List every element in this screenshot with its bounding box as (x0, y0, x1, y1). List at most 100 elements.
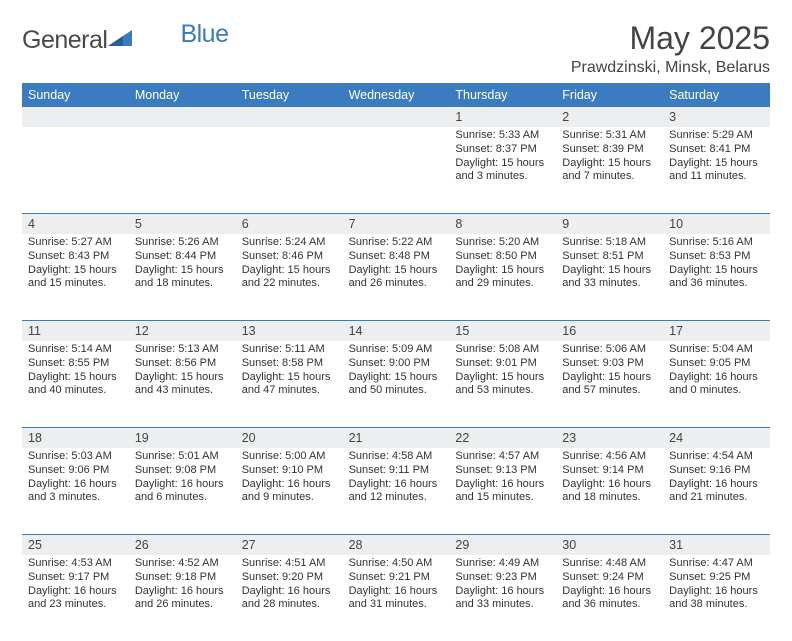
day-cell-body: Sunrise: 5:24 AMSunset: 8:46 PMDaylight:… (236, 234, 343, 295)
day-cell: Sunrise: 5:26 AMSunset: 8:44 PMDaylight:… (129, 234, 236, 320)
day-number: 14 (343, 321, 450, 341)
daylight-text: Daylight: 16 hours (669, 478, 764, 492)
day-cell-body: Sunrise: 5:31 AMSunset: 8:39 PMDaylight:… (556, 127, 663, 188)
daylight-text: Daylight: 15 hours (135, 264, 230, 278)
day-cell-body: Sunrise: 4:49 AMSunset: 9:23 PMDaylight:… (449, 555, 556, 616)
daylight-text: Daylight: 15 hours (562, 371, 657, 385)
sunrise-text: Sunrise: 5:18 AM (562, 236, 657, 250)
day-number: 16 (556, 321, 663, 341)
day-cell: Sunrise: 5:22 AMSunset: 8:48 PMDaylight:… (343, 234, 450, 320)
dow-saturday: Saturday (663, 83, 770, 107)
daylight-text: and 53 minutes. (455, 384, 550, 398)
daylight-text: and 50 minutes. (349, 384, 444, 398)
day-cell-body: Sunrise: 5:01 AMSunset: 9:08 PMDaylight:… (129, 448, 236, 509)
day-number: 4 (22, 214, 129, 234)
daylight-text: and 36 minutes. (562, 598, 657, 612)
week-row: Sunrise: 5:14 AMSunset: 8:55 PMDaylight:… (22, 341, 770, 428)
logo-triangle-icon (108, 28, 132, 53)
sunset-text: Sunset: 9:05 PM (669, 357, 764, 371)
dow-tuesday: Tuesday (236, 83, 343, 107)
sunrise-text: Sunrise: 5:16 AM (669, 236, 764, 250)
day-cell-body: Sunrise: 4:54 AMSunset: 9:16 PMDaylight:… (663, 448, 770, 509)
sunset-text: Sunset: 9:20 PM (242, 571, 337, 585)
day-number: 5 (129, 214, 236, 234)
day-number: 30 (556, 535, 663, 555)
day-cell-body: Sunrise: 5:06 AMSunset: 9:03 PMDaylight:… (556, 341, 663, 402)
daylight-text: Daylight: 16 hours (669, 371, 764, 385)
sunset-text: Sunset: 8:51 PM (562, 250, 657, 264)
day-number (22, 107, 129, 127)
daylight-text: and 31 minutes. (349, 598, 444, 612)
sunrise-text: Sunrise: 4:52 AM (135, 557, 230, 571)
sunrise-text: Sunrise: 5:22 AM (349, 236, 444, 250)
day-cell: Sunrise: 5:11 AMSunset: 8:58 PMDaylight:… (236, 341, 343, 427)
day-cell-body: Sunrise: 4:56 AMSunset: 9:14 PMDaylight:… (556, 448, 663, 509)
daylight-text: Daylight: 15 hours (28, 371, 123, 385)
daylight-text: Daylight: 15 hours (455, 264, 550, 278)
daylight-text: and 33 minutes. (455, 598, 550, 612)
week-row: Sunrise: 4:53 AMSunset: 9:17 PMDaylight:… (22, 555, 770, 641)
day-cell: Sunrise: 5:08 AMSunset: 9:01 PMDaylight:… (449, 341, 556, 427)
sunset-text: Sunset: 8:58 PM (242, 357, 337, 371)
page-subtitle: Prawdzinski, Minsk, Belarus (571, 59, 770, 77)
day-number: 10 (663, 214, 770, 234)
day-number: 26 (129, 535, 236, 555)
sunset-text: Sunset: 8:39 PM (562, 143, 657, 157)
dow-sunday: Sunday (22, 83, 129, 107)
dow-monday: Monday (129, 83, 236, 107)
daylight-text: and 11 minutes. (669, 170, 764, 184)
day-cell: Sunrise: 5:16 AMSunset: 8:53 PMDaylight:… (663, 234, 770, 320)
day-cell-body: Sunrise: 4:53 AMSunset: 9:17 PMDaylight:… (22, 555, 129, 616)
daylight-text: and 18 minutes. (135, 277, 230, 291)
sunrise-text: Sunrise: 5:33 AM (455, 129, 550, 143)
sunrise-text: Sunrise: 5:11 AM (242, 343, 337, 357)
sunrise-text: Sunrise: 4:47 AM (669, 557, 764, 571)
day-cell-body: Sunrise: 4:48 AMSunset: 9:24 PMDaylight:… (556, 555, 663, 616)
day-number: 12 (129, 321, 236, 341)
daylight-text: Daylight: 15 hours (562, 264, 657, 278)
day-cell: Sunrise: 5:29 AMSunset: 8:41 PMDaylight:… (663, 127, 770, 213)
daylight-text: and 7 minutes. (562, 170, 657, 184)
day-cell: Sunrise: 4:52 AMSunset: 9:18 PMDaylight:… (129, 555, 236, 641)
day-cell-body: Sunrise: 4:52 AMSunset: 9:18 PMDaylight:… (129, 555, 236, 616)
day-cell: Sunrise: 4:57 AMSunset: 9:13 PMDaylight:… (449, 448, 556, 534)
day-cell-body: Sunrise: 5:14 AMSunset: 8:55 PMDaylight:… (22, 341, 129, 402)
day-cell-body: Sunrise: 5:11 AMSunset: 8:58 PMDaylight:… (236, 341, 343, 402)
day-cell (129, 127, 236, 213)
sunset-text: Sunset: 9:21 PM (349, 571, 444, 585)
day-number (343, 107, 450, 127)
sunrise-text: Sunrise: 5:03 AM (28, 450, 123, 464)
sunset-text: Sunset: 9:24 PM (562, 571, 657, 585)
day-number: 9 (556, 214, 663, 234)
dow-wednesday: Wednesday (343, 83, 450, 107)
dow-friday: Friday (556, 83, 663, 107)
daylight-text: and 12 minutes. (349, 491, 444, 505)
day-number: 22 (449, 428, 556, 448)
daylight-text: and 33 minutes. (562, 277, 657, 291)
day-cell: Sunrise: 4:51 AMSunset: 9:20 PMDaylight:… (236, 555, 343, 641)
day-cell: Sunrise: 4:49 AMSunset: 9:23 PMDaylight:… (449, 555, 556, 641)
day-cell: Sunrise: 5:13 AMSunset: 8:56 PMDaylight:… (129, 341, 236, 427)
day-number: 1 (449, 107, 556, 127)
day-number: 17 (663, 321, 770, 341)
day-cell: Sunrise: 5:31 AMSunset: 8:39 PMDaylight:… (556, 127, 663, 213)
daynum-row: 18192021222324 (22, 428, 770, 448)
day-cell-body: Sunrise: 4:58 AMSunset: 9:11 PMDaylight:… (343, 448, 450, 509)
daylight-text: Daylight: 16 hours (349, 478, 444, 492)
day-cell: Sunrise: 4:47 AMSunset: 9:25 PMDaylight:… (663, 555, 770, 641)
sunset-text: Sunset: 8:53 PM (669, 250, 764, 264)
daylight-text: Daylight: 16 hours (562, 478, 657, 492)
day-cell-body: Sunrise: 4:57 AMSunset: 9:13 PMDaylight:… (449, 448, 556, 509)
sunset-text: Sunset: 8:44 PM (135, 250, 230, 264)
daylight-text: and 40 minutes. (28, 384, 123, 398)
daylight-text: and 9 minutes. (242, 491, 337, 505)
sunset-text: Sunset: 9:08 PM (135, 464, 230, 478)
day-cell: Sunrise: 4:50 AMSunset: 9:21 PMDaylight:… (343, 555, 450, 641)
sunrise-text: Sunrise: 5:09 AM (349, 343, 444, 357)
daylight-text: and 18 minutes. (562, 491, 657, 505)
sunset-text: Sunset: 8:50 PM (455, 250, 550, 264)
sunset-text: Sunset: 8:41 PM (669, 143, 764, 157)
page-title: May 2025 (571, 20, 770, 57)
sunrise-text: Sunrise: 5:13 AM (135, 343, 230, 357)
sunrise-text: Sunrise: 5:14 AM (28, 343, 123, 357)
